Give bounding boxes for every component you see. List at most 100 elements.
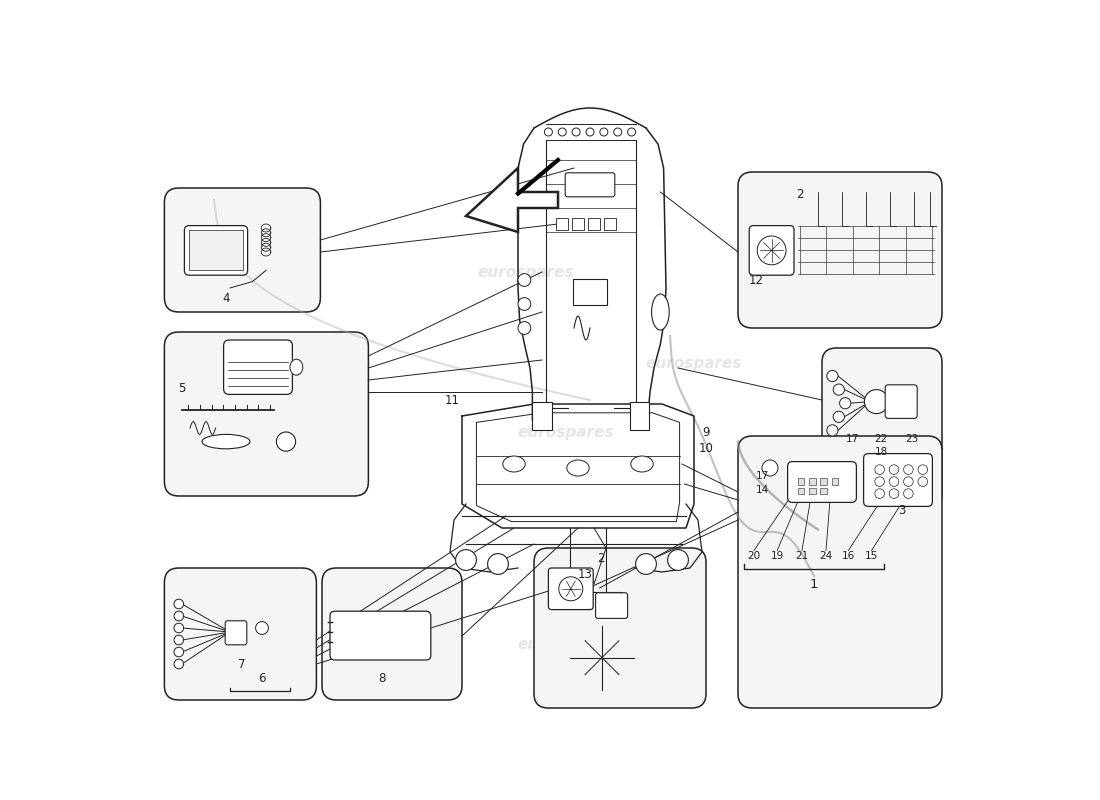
FancyBboxPatch shape [164,188,320,312]
FancyBboxPatch shape [573,279,607,305]
Ellipse shape [651,294,669,330]
Text: 19: 19 [771,551,784,561]
Circle shape [276,432,296,451]
FancyBboxPatch shape [164,568,317,700]
Bar [810,488,815,494]
Circle shape [586,128,594,136]
Text: 2: 2 [597,552,605,566]
Text: 6: 6 [258,672,266,685]
Circle shape [559,577,583,601]
FancyBboxPatch shape [185,226,248,275]
Circle shape [174,611,184,621]
Circle shape [918,477,927,486]
FancyBboxPatch shape [534,548,706,708]
Text: 23: 23 [905,434,918,444]
FancyBboxPatch shape [738,172,942,328]
Circle shape [833,411,845,422]
Text: eurospares: eurospares [222,249,318,263]
Circle shape [559,128,566,136]
Circle shape [518,322,531,334]
Text: 9: 9 [702,426,710,438]
FancyBboxPatch shape [226,621,246,645]
Circle shape [572,128,580,136]
FancyBboxPatch shape [749,226,794,275]
Text: 16: 16 [842,551,855,561]
Circle shape [903,489,913,498]
Text: 7: 7 [239,658,245,671]
Bar [810,478,815,485]
Text: 4: 4 [222,292,230,305]
Circle shape [874,489,884,498]
FancyBboxPatch shape [595,593,628,618]
FancyBboxPatch shape [864,454,933,506]
Ellipse shape [630,456,653,472]
Circle shape [827,370,838,382]
FancyBboxPatch shape [189,230,243,270]
Circle shape [600,128,608,136]
Circle shape [255,622,268,634]
Circle shape [174,635,184,645]
FancyBboxPatch shape [223,340,293,394]
Circle shape [455,550,476,570]
Circle shape [874,465,884,474]
Text: 14: 14 [756,485,769,494]
Bar [821,488,827,494]
Circle shape [874,477,884,486]
Circle shape [518,274,531,286]
Text: 5: 5 [178,382,186,395]
Ellipse shape [202,434,250,449]
Polygon shape [466,168,558,232]
Circle shape [827,425,838,436]
Text: 24: 24 [820,551,833,561]
Text: 11: 11 [444,394,460,406]
Circle shape [636,554,657,574]
Text: 20: 20 [747,551,760,561]
Ellipse shape [290,359,303,375]
FancyBboxPatch shape [788,462,857,502]
Bar [821,478,827,485]
Text: 21: 21 [795,551,808,561]
Circle shape [174,659,184,669]
Bar [630,402,649,430]
FancyBboxPatch shape [164,332,368,496]
Bar [798,478,804,485]
Text: eurospares: eurospares [518,637,614,651]
Bar [798,488,804,494]
Text: 17: 17 [756,471,769,481]
Text: 13: 13 [578,568,593,581]
Text: 2: 2 [796,188,803,202]
FancyBboxPatch shape [322,568,462,700]
Circle shape [918,465,927,474]
Text: eurospares: eurospares [222,637,318,651]
Text: 3: 3 [899,504,905,517]
FancyBboxPatch shape [886,385,917,418]
Circle shape [889,489,899,498]
Bar [572,218,584,230]
Circle shape [544,128,552,136]
Text: 22: 22 [874,434,888,444]
Bar [832,478,838,485]
Text: eurospares: eurospares [477,265,574,279]
Circle shape [174,599,184,609]
Text: 17: 17 [846,434,859,444]
Circle shape [839,398,850,409]
Text: 15: 15 [865,551,878,561]
Bar [557,218,568,230]
Circle shape [174,623,184,633]
Circle shape [174,647,184,657]
Circle shape [889,477,899,486]
Text: eurospares: eurospares [646,357,742,371]
Circle shape [757,236,786,265]
Ellipse shape [503,456,525,472]
Circle shape [628,128,636,136]
Circle shape [903,465,913,474]
FancyBboxPatch shape [738,436,942,708]
Text: 12: 12 [749,274,763,287]
Circle shape [614,128,622,136]
Circle shape [762,460,778,476]
Text: eurospares: eurospares [518,425,614,439]
FancyBboxPatch shape [330,611,431,660]
Text: 18: 18 [874,447,888,457]
Circle shape [833,384,845,395]
Circle shape [668,550,689,570]
